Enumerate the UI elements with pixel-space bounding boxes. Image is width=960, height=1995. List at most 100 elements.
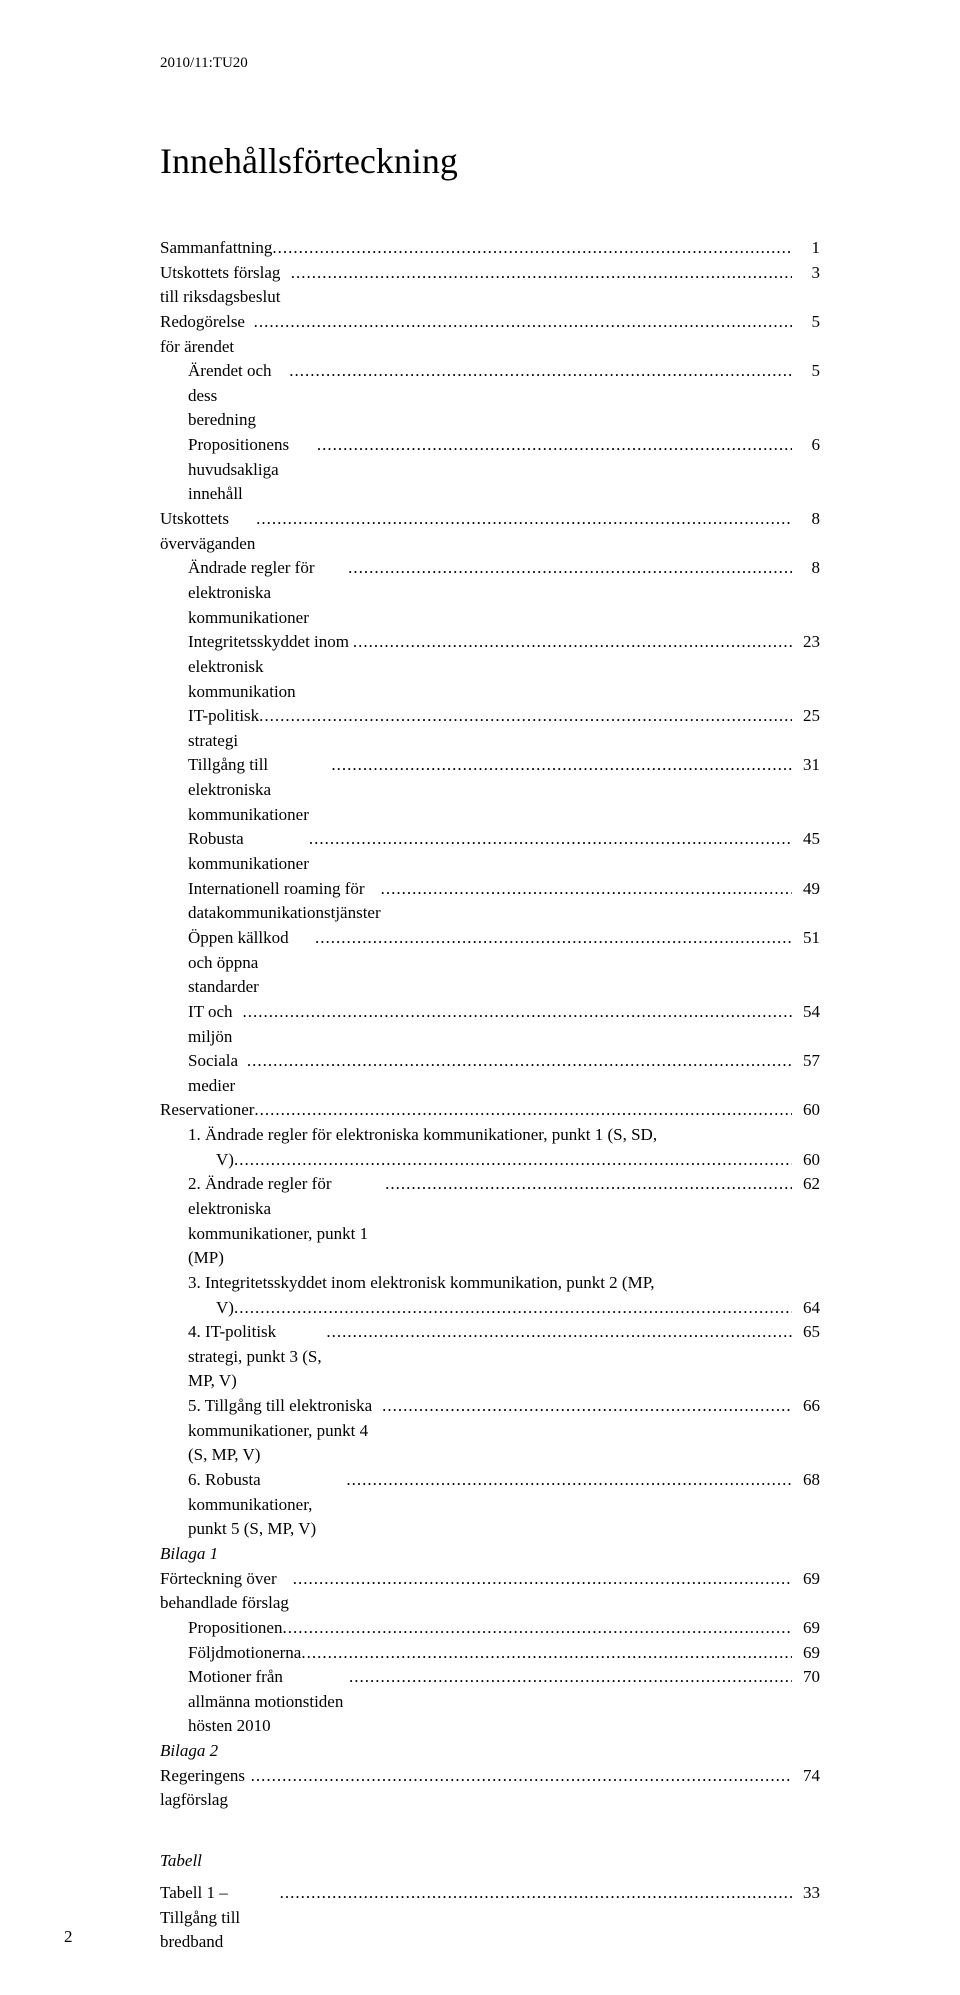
toc-leader [301,1641,792,1666]
table-of-contents: Sammanfattning 1Utskottets förslag till r… [160,236,820,1813]
toc-label: Följdmotionerna [188,1641,301,1666]
toc-page: 8 [792,556,820,581]
toc-page: 1 [792,236,820,261]
toc-leader [385,1172,792,1197]
toc-leader [309,827,792,852]
page-title: Innehållsförteckning [160,140,820,182]
toc-label: Sammanfattning [160,236,272,261]
toc-entry: Tillgång till elektroniska kommunikation… [160,753,820,827]
toc-label: IT och miljön [188,1000,242,1049]
toc-leader [256,507,792,532]
toc-entry: IT-politisk strategi 25 [160,704,820,753]
toc-entry: Bilaga 1 [160,1542,820,1567]
toc-entry: Förteckning över behandlade förslag 69 [160,1567,820,1616]
toc-entry: Regeringens lagförslag74 [160,1764,820,1813]
toc-entry: Bilaga 2 [160,1739,820,1764]
toc-label: Regeringens lagförslag [160,1764,251,1813]
toc-entry: Reservationer60 [160,1098,820,1123]
toc-entry: 3. Integritetsskyddet inom elektronisk k… [160,1271,820,1320]
toc-leader [242,1000,792,1025]
toc-leader [348,556,792,581]
toc-page: 6 [792,433,820,458]
toc-leader [381,877,792,902]
toc-page: 5 [792,310,820,335]
toc-page: 66 [792,1394,820,1419]
toc-label: Utskottets överväganden [160,507,256,556]
toc-entry: Propositionen69 [160,1616,820,1641]
toc-leader [382,1394,792,1419]
toc-leader [331,753,792,778]
toc-page: 33 [792,1881,820,1906]
toc-entry: Utskottets överväganden 8 [160,507,820,556]
toc-entry: Robusta kommunikationer 45 [160,827,820,876]
toc-entry: Motioner från allmänna motionstiden höst… [160,1665,820,1739]
toc-page: 69 [792,1641,820,1666]
toc-label: 1. Ändrade regler för elektroniska kommu… [188,1123,657,1148]
tabell-heading: Tabell [160,1851,820,1871]
toc-page: 8 [792,507,820,532]
toc-leader [272,236,792,261]
toc-entry: Internationell roaming för datakommunika… [160,877,820,926]
toc-entry: Redogörelse för ärendet5 [160,310,820,359]
toc-label: Integritetsskyddet inom elektronisk komm… [188,630,353,704]
toc-leader [317,433,792,458]
toc-page: 3 [792,261,820,286]
toc-page: 65 [792,1320,820,1345]
toc-leader [234,1148,792,1173]
toc-entry: Följdmotionerna 69 [160,1641,820,1666]
toc-entry: Integritetsskyddet inom elektronisk komm… [160,630,820,704]
toc-leader [282,1616,792,1641]
toc-leader [326,1320,792,1345]
toc-entry: Propositionens huvudsakliga innehåll6 [160,433,820,507]
toc-label: 5. Tillgång till elektroniska kommunikat… [188,1394,382,1468]
toc-page: 60 [792,1148,820,1173]
toc-entry: 2. Ändrade regler för elektroniska kommu… [160,1172,820,1271]
page-number: 2 [64,1927,73,1947]
toc-label: Robusta kommunikationer [188,827,309,876]
toc-label: 3. Integritetsskyddet inom elektronisk k… [188,1271,655,1296]
toc-label: Sociala medier [188,1049,247,1098]
toc-label: 4. IT-politisk strategi, punkt 3 (S, MP,… [188,1320,326,1394]
toc-label: V) [216,1296,234,1321]
toc-label: Propositionen [188,1616,282,1641]
toc-entry: 1. Ändrade regler för elektroniska kommu… [160,1123,820,1172]
toc-page: 70 [792,1665,820,1690]
toc-page: 49 [792,877,820,902]
toc-page: 60 [792,1098,820,1123]
toc-page: 5 [792,359,820,384]
toc-leader [280,1881,792,1906]
toc-leader [293,1567,792,1592]
toc-leader [254,1098,792,1123]
toc-leader [315,926,792,951]
toc-entry: Utskottets förslag till riksdagsbeslut3 [160,261,820,310]
toc-page: 25 [792,704,820,729]
toc-label: Förteckning över behandlade förslag [160,1567,293,1616]
toc-label: Öppen källkod och öppna standarder [188,926,315,1000]
toc-label: Bilaga 1 [160,1542,218,1567]
toc-label: Tillgång till elektroniska kommunikation… [188,753,331,827]
toc-entry: Tabell 1 – Tillgång till bredband 33 [160,1881,820,1955]
toc-leader [251,1764,792,1789]
toc-page: 31 [792,753,820,778]
toc-label: Internationell roaming för datakommunika… [188,877,381,926]
toc-leader [234,1296,792,1321]
toc-leader [353,630,792,655]
toc-page: 51 [792,926,820,951]
page: 2010/11:TU20 Innehållsförteckning Samman… [0,0,960,1995]
toc-page: 64 [792,1296,820,1321]
toc-entry: Ändrade regler för elektroniska kommunik… [160,556,820,630]
toc-leader [254,310,792,335]
toc-entry: 5. Tillgång till elektroniska kommunikat… [160,1394,820,1468]
toc-page: 69 [792,1567,820,1592]
toc-entry: Ärendet och dess beredning5 [160,359,820,433]
toc-label: Motioner från allmänna motionstiden höst… [188,1665,349,1739]
toc-label: 6. Robusta kommunikationer, punkt 5 (S, … [188,1468,346,1542]
toc-leader [247,1049,792,1074]
toc-entry: IT och miljön54 [160,1000,820,1049]
toc-page: 68 [792,1468,820,1493]
toc-page: 45 [792,827,820,852]
toc-label: Bilaga 2 [160,1739,218,1764]
toc-label: IT-politisk strategi [188,704,259,753]
toc-label: Tabell 1 – Tillgång till bredband [160,1881,280,1955]
toc-label: 2. Ändrade regler för elektroniska kommu… [188,1172,385,1271]
